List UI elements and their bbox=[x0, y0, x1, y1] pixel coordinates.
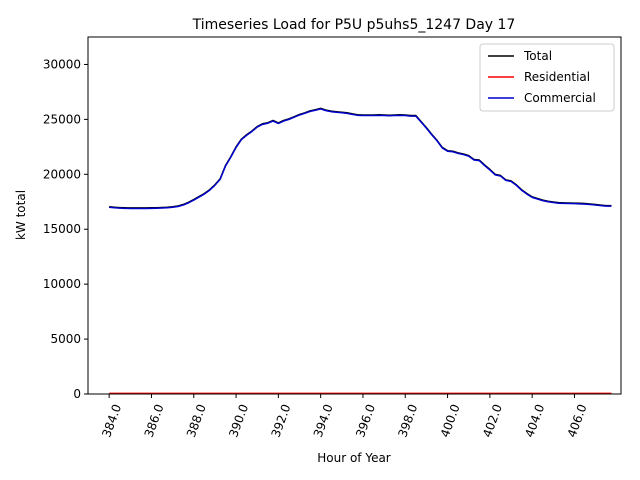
legend: Total Residential Commercial bbox=[479, 43, 615, 112]
y-tick-label: 15000 bbox=[43, 222, 81, 236]
y-tick-label: 20000 bbox=[43, 167, 81, 181]
y-axis-label: kW total bbox=[14, 190, 28, 240]
y-tick-label: 5000 bbox=[50, 332, 81, 346]
axes-frame bbox=[87, 36, 622, 395]
legend-label-commercial: Commercial bbox=[524, 91, 596, 105]
y-tick-label: 30000 bbox=[43, 57, 81, 71]
x-axis-label: Hour of Year bbox=[317, 451, 391, 465]
series-line-commercial bbox=[109, 108, 612, 210]
y-axis: 0 5000 10000 15000 20000 25000 30000 bbox=[43, 57, 88, 401]
legend-label-total: Total bbox=[523, 49, 552, 63]
y-tick-label: 10000 bbox=[43, 277, 81, 291]
series-layer bbox=[109, 107, 612, 395]
legend-label-residential: Residential bbox=[524, 70, 590, 84]
y-tick-label: 25000 bbox=[43, 112, 81, 126]
y-tick-label: 0 bbox=[73, 387, 81, 401]
chart-title: Timeseries Load for P5U p5uhs5_1247 Day … bbox=[192, 17, 516, 33]
legend-box bbox=[479, 43, 615, 112]
